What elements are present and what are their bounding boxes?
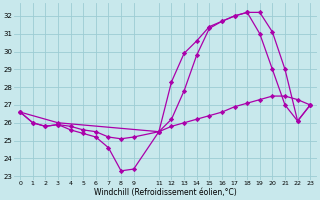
X-axis label: Windchill (Refroidissement éolien,°C): Windchill (Refroidissement éolien,°C) [94, 188, 236, 197]
